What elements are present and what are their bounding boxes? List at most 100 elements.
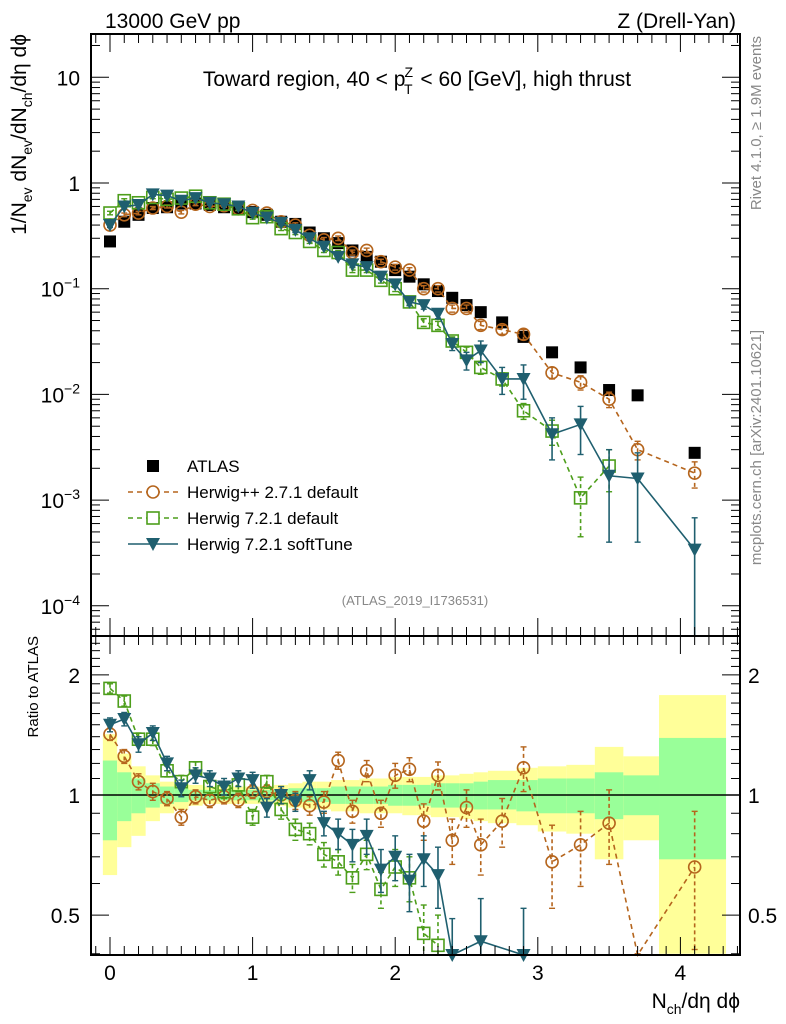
y-tick-base: 10 <box>41 596 64 619</box>
r-herwig7-default-point <box>260 774 274 789</box>
herwig7-softtune-point <box>516 372 531 386</box>
y-tick-label: 10 <box>57 67 80 90</box>
x-axis-label: Nch/dη dϕ <box>652 990 740 1017</box>
r-herwig7-softtune-point <box>416 853 431 867</box>
herwig7-softtune-point <box>245 207 260 221</box>
herwig7-softtune-point <box>202 196 217 210</box>
title-text: Toward region, 40 < p <box>203 68 406 91</box>
r-herwig7-default-point <box>103 681 117 696</box>
herwig7-softtune-point <box>459 354 474 368</box>
atlas-point <box>688 446 701 459</box>
r-herwig7-softtune-point <box>345 838 360 852</box>
herwig7-softtune-point <box>231 200 246 214</box>
atlas-point <box>546 346 559 359</box>
r-herwig7-default-point <box>317 847 331 862</box>
r-herwigpp-point <box>345 804 360 819</box>
atlas-point <box>417 278 430 291</box>
herwig7-softtune-point <box>117 200 132 214</box>
herwig7-softtune-line <box>109 193 696 551</box>
herwigpp-point <box>402 263 417 277</box>
r-herwig7-default-point <box>117 694 132 708</box>
r-herwigpp-point <box>573 838 588 852</box>
legend-item: Herwig 7.2.1 softTune <box>128 535 353 554</box>
main-data-layer <box>103 188 702 637</box>
r-herwigpp-point <box>160 791 174 806</box>
ratio-y-tick-label-left: 0.5 <box>51 905 80 928</box>
analysis-id: (ATLAS_2019_I1736531) <box>342 593 488 608</box>
y-tick-exp: −4 <box>64 592 80 608</box>
herwigpp-line <box>109 203 695 474</box>
rivet-info-label: Rivet 4.1.0, ≥ 1.9M events <box>748 36 765 210</box>
atlas-point <box>474 306 487 319</box>
y-label-part: /dN <box>8 107 31 140</box>
y-tick-label: 10−2 <box>41 380 81 407</box>
herwigpp-point <box>473 318 488 333</box>
herwig7-softtune-point <box>402 295 417 309</box>
legend-marker <box>147 460 159 472</box>
r-herwigpp-point <box>174 810 189 824</box>
herwig7-softtune-point <box>160 189 175 203</box>
herwig7-softtune-point <box>288 223 303 237</box>
plot-title: Toward region, 40 < pZ T < 60 [GeV], high… <box>203 64 631 97</box>
herwigpp-point <box>359 243 374 258</box>
x-label-part: ch <box>667 1001 682 1017</box>
herwig7-default-point <box>416 315 431 330</box>
herwigpp-point <box>573 375 588 390</box>
herwig7-softtune-point <box>388 278 403 292</box>
herwig7-softtune-point <box>103 219 117 233</box>
r-herwig7-softtune-point <box>316 817 331 831</box>
r-herwig7-softtune-point <box>331 827 346 841</box>
x-tick-label: 2 <box>389 962 401 985</box>
atlas-point <box>446 291 459 304</box>
legend-marker <box>146 511 160 525</box>
herwig7-softtune-point <box>445 337 460 351</box>
r-herwig7-softtune-point <box>373 863 388 877</box>
r-herwigpp-point <box>459 800 474 815</box>
x-label-part: /dη dϕ <box>682 990 740 1013</box>
herwig7-softtune-point <box>545 428 560 442</box>
herwigpp-point <box>145 201 160 215</box>
y-tick-label: 1 <box>68 173 80 196</box>
r-herwigpp-point <box>203 793 217 808</box>
title-sub: T <box>404 81 413 97</box>
herwigpp-point <box>602 392 616 407</box>
herwigpp-point <box>687 466 702 480</box>
herwig7-default-line <box>109 195 610 500</box>
legend-marker <box>146 538 160 551</box>
x-label-part: N <box>652 990 667 1013</box>
y-label-part: /dη dϕ <box>8 34 31 92</box>
r-herwigpp-point <box>388 768 403 783</box>
ratio-y-tick-label-left: 2 <box>68 665 80 688</box>
legend-marker <box>146 485 160 499</box>
header-process-label: Z (Drell-Yan) <box>617 10 736 33</box>
y-label-part: dN <box>8 155 31 188</box>
x-tick-label: 3 <box>532 962 544 985</box>
herwig7-softtune-point <box>217 198 232 212</box>
r-herwig7-softtune-point <box>217 780 232 794</box>
r-herwigpp-point <box>117 749 132 764</box>
r-herwigpp-point <box>416 814 431 828</box>
herwig7-softtune-point <box>359 261 374 275</box>
r-herwig7-softtune-point <box>103 718 117 732</box>
herwigpp-point <box>495 322 509 337</box>
r-herwigpp-point <box>602 816 616 830</box>
y-tick-exp: −1 <box>64 275 80 291</box>
x-tick-label: 1 <box>247 962 259 985</box>
legend-item: Herwig++ 2.7.1 default <box>128 483 358 502</box>
herwig7-softtune-point <box>188 192 203 206</box>
herwigpp-point <box>445 301 460 316</box>
r-herwig7-default-point <box>245 810 260 824</box>
r-herwig7-softtune-point <box>188 769 203 783</box>
y-tick-label: 10−4 <box>41 592 81 619</box>
inner-band-bin <box>117 772 132 822</box>
r-herwig7-softtune-point <box>245 774 260 788</box>
r-herwig7-softtune-point <box>117 713 132 727</box>
y-label-part: ev <box>19 140 35 155</box>
inner-band-bin <box>537 778 567 814</box>
y-label-part: ch <box>19 92 35 107</box>
ratio-y-axis-label: Ratio to ATLAS <box>25 636 42 737</box>
r-herwig7-default-point <box>302 826 317 841</box>
ratio-data-layer <box>103 681 702 962</box>
